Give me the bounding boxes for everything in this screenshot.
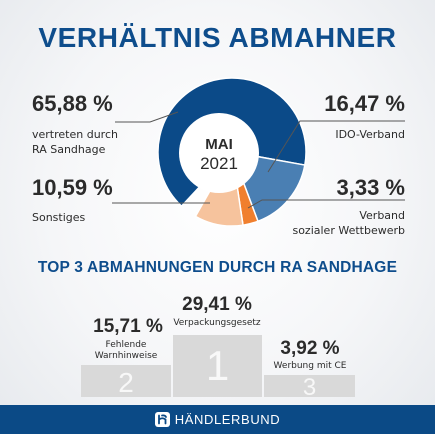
leader-line-vsw xyxy=(247,199,405,209)
label-vsw: Verband sozialer Wettbewerb xyxy=(292,208,405,238)
page-title: VERHÄLTNIS ABMAHNER xyxy=(38,22,397,53)
label-line: IDO-Verband xyxy=(335,128,405,141)
value-label-ido: 16,47 % xyxy=(324,91,405,116)
label-line: vertreten durch xyxy=(32,128,118,141)
footer-brand: HÄNDLERBUND xyxy=(174,412,281,427)
label-ido: IDO-Verband xyxy=(335,127,405,142)
value-label-ra-sandhage: 65,88 % xyxy=(32,91,113,116)
label-sonstiges: Sonstiges xyxy=(32,210,85,225)
center-year-label: 2021 xyxy=(200,154,238,173)
podium-value-2: 15,71 % xyxy=(93,316,163,337)
leader-line-ra-sandhage xyxy=(115,111,179,123)
leader-line-ido xyxy=(267,120,405,173)
label-line: RA Sandhage xyxy=(32,143,106,156)
podium-block-3: 3 xyxy=(264,375,355,397)
label-line: Verband xyxy=(359,209,405,222)
podium-block-1: 1 xyxy=(173,335,262,397)
label-line: Sonstiges xyxy=(32,211,86,224)
podium-block-2: 2 xyxy=(81,365,171,397)
podium-label-1: Verpackungsgesetz xyxy=(157,318,277,329)
value-label-vsw: 3,33 % xyxy=(336,175,406,200)
label-line: Fehlende xyxy=(105,340,147,350)
podium-label-2: Fehlende Warnhinweise xyxy=(66,340,186,362)
podium-label-3: Werbung mit CE xyxy=(250,361,370,372)
label-line: Werbung mit CE xyxy=(273,361,347,371)
label-line: sozialer Wettbewerb xyxy=(292,224,405,237)
label-ra-sandhage: vertreten durch RA Sandhage xyxy=(32,127,118,157)
footer: HÄNDLERBUND xyxy=(0,405,435,434)
label-line: Warnhinweise xyxy=(94,351,158,361)
label-line: Verpackungsgesetz xyxy=(173,318,261,328)
value-label-sonstiges: 10,59 % xyxy=(32,175,113,200)
haendlerbund-logo-icon xyxy=(154,412,170,427)
donut-center xyxy=(179,113,259,193)
podium-value-1: 29,41 % xyxy=(182,294,252,315)
donut-chart: MAI 2021 xyxy=(112,77,405,227)
top3-heading: TOP 3 ABMAHNUNGEN DURCH RA SANDHAGE xyxy=(37,259,398,276)
center-month-label: MAI xyxy=(205,136,233,153)
podium-value-3: 3,92 % xyxy=(280,338,340,359)
